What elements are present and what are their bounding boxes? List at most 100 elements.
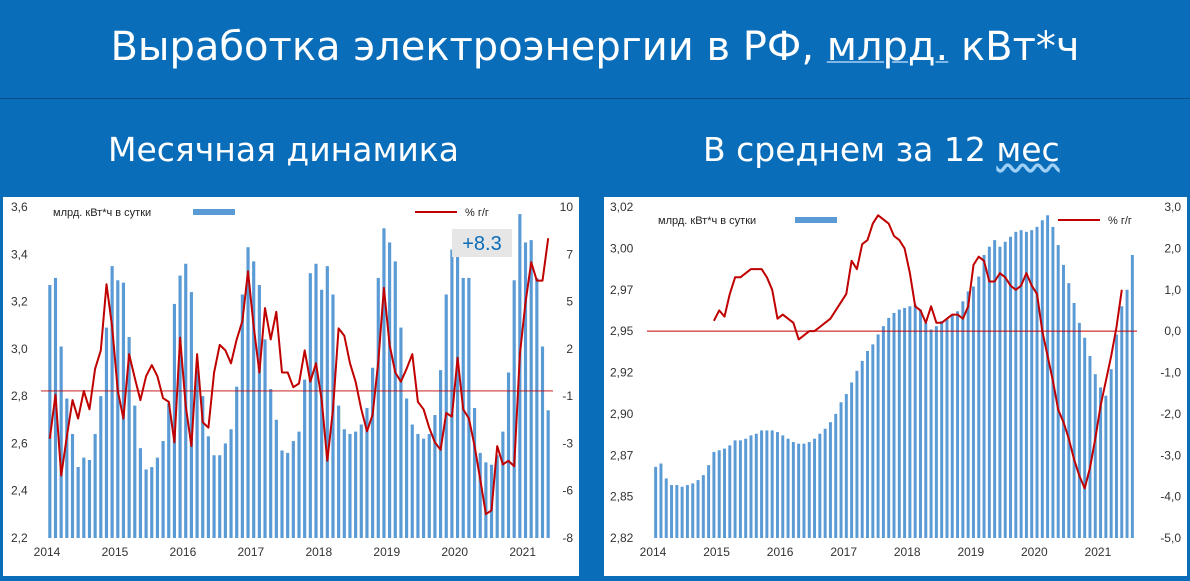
x-tick-label: 2015: [703, 545, 730, 559]
y-left-tick-label: 2,8: [11, 389, 28, 403]
rolling-12m-chart: 3,02 3,00 2,97 2,95 2,92 2,90 2,87 2,85 2,82 3,0 2…: [610, 200, 1181, 559]
y-left-tick-label: 2,85: [610, 490, 634, 504]
y-left-tick-label: 2,92: [610, 366, 634, 380]
bar: [871, 344, 875, 538]
bar: [314, 263, 318, 538]
bar: [717, 450, 721, 538]
bar: [1088, 355, 1092, 538]
bar: [371, 367, 375, 538]
bar: [127, 337, 131, 538]
bar: [529, 240, 533, 538]
bar: [433, 415, 437, 538]
bar: [506, 372, 511, 538]
left-panel-title: Месячная динамика: [108, 130, 459, 169]
bar: [940, 321, 944, 538]
bar: [664, 478, 668, 538]
y-left-tick-label: 2,87: [610, 448, 634, 462]
right-title-wavy-word: мес: [996, 130, 1060, 169]
left-chart-panel: 3,6 3,4 3,2 3,0 2,8 2,6 2,4 2,2 10 7 5 2 -1 -3 -6 -8 201…: [3, 197, 579, 576]
bar: [797, 443, 801, 538]
bar: [823, 428, 827, 538]
bar: [961, 301, 965, 538]
bar: [455, 254, 460, 538]
bar: [93, 433, 97, 538]
y-left-tick-label: 2,82: [610, 531, 634, 545]
y-right-tick-label: -1: [562, 389, 573, 403]
bar: [274, 419, 278, 538]
bar: [701, 475, 705, 538]
bar: [1056, 245, 1060, 538]
x-tick-label: 2020: [1021, 545, 1048, 559]
monthly-chart: 3,6 3,4 3,2 3,0 2,8 2,6 2,4 2,2 10 7 5 2 -1 -3 -6 -8 201…: [11, 200, 573, 559]
y-right-tick-label: -5,0: [1160, 531, 1181, 545]
bar: [405, 398, 409, 538]
y-right-tick-label: -3,0: [1160, 448, 1181, 462]
bar: [484, 462, 488, 538]
page-title: Выработка электроэнергии в РФ, млрд. кВт…: [110, 24, 1080, 70]
bar: [325, 266, 329, 538]
title-underlined-word: млрд.: [826, 24, 949, 70]
bar: [998, 246, 1002, 538]
bar: [540, 346, 545, 538]
bar: [229, 429, 233, 538]
bar: [844, 394, 848, 538]
bar: [376, 277, 380, 538]
bar: [478, 452, 482, 538]
bar: [308, 273, 312, 538]
bar: [104, 327, 109, 538]
bar: [1030, 230, 1034, 539]
x-tick-label: 2019: [373, 545, 400, 559]
bar: [807, 442, 811, 538]
x-tick-label: 2021: [509, 545, 536, 559]
legend-bar-swatch: [193, 209, 235, 215]
bar: [1114, 334, 1118, 538]
y-right-tick-label: 0,0: [1164, 324, 1181, 338]
bar: [388, 242, 392, 538]
bar: [828, 422, 832, 538]
bar: [765, 430, 769, 538]
y-left-tick-label: 2,90: [610, 407, 634, 421]
bar: [1046, 215, 1050, 538]
y-right-tick-label: -3: [562, 436, 573, 450]
legend-bar-swatch: [795, 217, 837, 223]
bar: [320, 289, 324, 538]
bar: [971, 286, 975, 538]
bar: [99, 396, 103, 538]
bar: [257, 285, 261, 538]
x-tick-label: 2019: [957, 545, 984, 559]
bar: [1093, 374, 1097, 538]
y-left-tick-label: 2,2: [11, 531, 28, 545]
bar: [70, 433, 75, 538]
bar: [280, 450, 284, 538]
bar: [654, 466, 658, 538]
bar: [770, 430, 774, 538]
bar: [1083, 337, 1087, 538]
bar: [546, 410, 550, 538]
bar: [738, 440, 742, 538]
bar: [802, 443, 806, 538]
bar: [393, 261, 397, 538]
x-tick-label: 2017: [830, 545, 857, 559]
bar: [834, 413, 838, 538]
y-right-tick-label: -4,0: [1160, 490, 1181, 504]
bar: [691, 483, 695, 538]
right-chart-panel: 3,02 3,00 2,97 2,95 2,92 2,90 2,87 2,85 2,82 3,0 2…: [604, 197, 1187, 576]
bar: [1120, 306, 1124, 538]
bar: [723, 448, 726, 538]
bar: [518, 214, 522, 538]
bar: [235, 386, 239, 538]
bar: [813, 438, 817, 538]
bar: [337, 405, 341, 538]
bar: [1072, 302, 1076, 538]
bar: [291, 441, 295, 538]
bar: [427, 433, 431, 538]
bar: [263, 339, 267, 538]
bar: [48, 285, 52, 538]
bar: [1003, 241, 1007, 538]
y-left-tick-label: 2,4: [11, 484, 28, 498]
legend-bar-label: млрд. кВт*ч в сутки: [658, 215, 756, 227]
bar: [1130, 254, 1134, 538]
bar: [201, 396, 205, 538]
y-right-tick-label: 5: [566, 295, 573, 309]
bar: [956, 311, 960, 538]
